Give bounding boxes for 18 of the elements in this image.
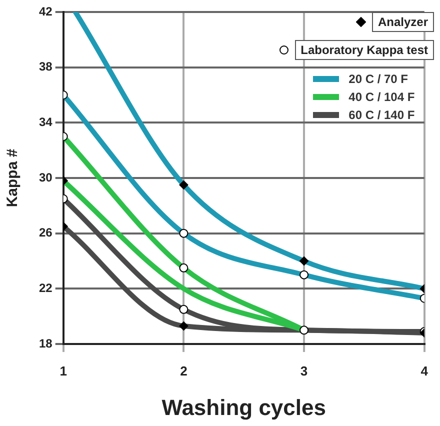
y-tick-label: 30 [38,170,53,184]
x-tick-label: 3 [300,363,308,378]
y-tick-label: 38 [38,60,53,74]
legend-label: 60 C / 140 F [348,108,415,122]
y-tick-label: 26 [38,226,53,240]
x-tick-label: 2 [180,363,188,378]
y-tick-label: 22 [38,280,53,295]
y-tick-label: 34 [38,114,53,129]
y-tick-label: 42 [38,4,53,18]
x-tick-label: 4 [420,363,429,378]
legend-label: 40 C / 104 F [348,90,415,104]
legend-label: 20 C / 70 F [348,72,408,86]
y-axis-title: Kappa # [4,148,22,208]
legend-label: Analyzer [372,12,434,32]
y-tick-label: 18 [38,336,53,350]
legend-label: Laboratory Kappa test [294,40,434,60]
x-tick-label: 1 [60,363,67,378]
x-axis-title: Washing cycles [162,394,326,420]
